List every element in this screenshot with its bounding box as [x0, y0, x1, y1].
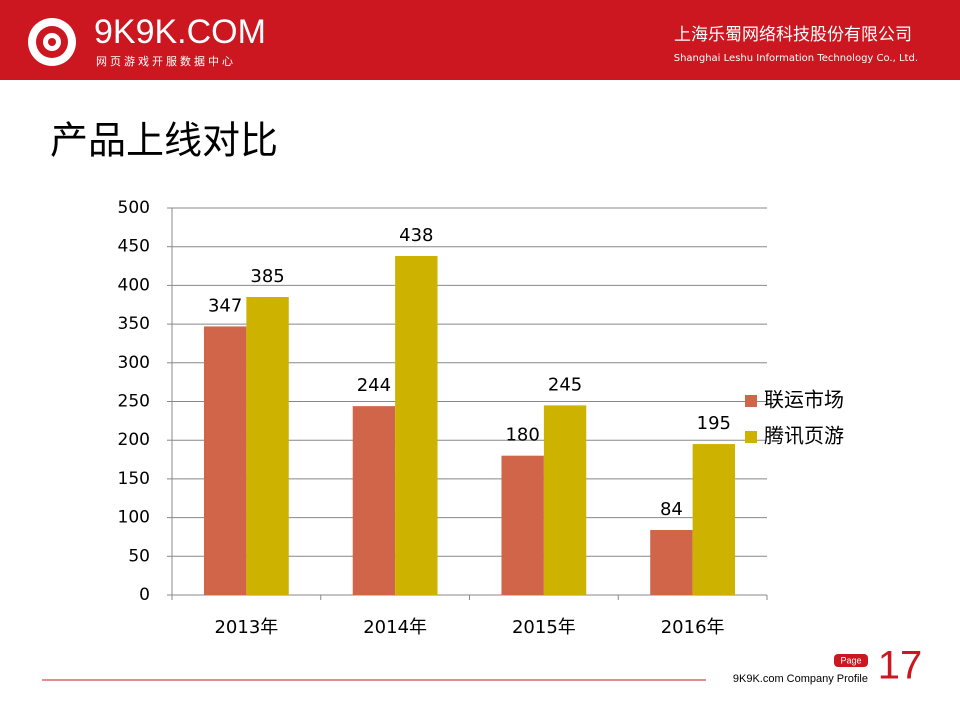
bar [650, 529, 693, 595]
x-tick-label: 2013年 [214, 617, 278, 638]
bar [203, 326, 247, 595]
bar [352, 406, 396, 595]
data-label: 84 [660, 499, 683, 520]
logo-text: 9K9K.COM [94, 13, 266, 51]
legend-label: 联运市场 [764, 388, 844, 412]
y-tick-label: 100 [118, 508, 150, 528]
data-label: 180 [505, 425, 539, 446]
company-name-en: Shanghai Leshu Information Technology Co… [674, 53, 918, 64]
page-badge [834, 654, 868, 667]
x-tick-label: 2016年 [661, 617, 725, 638]
logo-icon [28, 18, 76, 66]
y-tick-label: 350 [118, 314, 150, 334]
legend-swatch [745, 395, 757, 407]
y-tick-label: 400 [118, 275, 150, 295]
y-tick-label: 0 [139, 585, 150, 605]
logo-subtitle: 网页游戏开服数据中心 [96, 54, 236, 68]
y-tick-label: 450 [118, 237, 150, 257]
company-name: 上海乐蜀网络科技股份有限公司 [674, 25, 912, 45]
y-tick-label: 150 [118, 469, 150, 489]
data-label: 347 [208, 295, 242, 316]
bar [543, 405, 587, 595]
x-tick-label: 2015年 [512, 617, 576, 638]
bar [692, 444, 736, 595]
bar [395, 255, 438, 595]
y-tick-label: 250 [118, 392, 150, 412]
legend-label: 腾讯页游 [764, 424, 844, 448]
bar [246, 297, 289, 595]
header-band [0, 0, 960, 80]
page-number: 17 [878, 644, 923, 688]
y-tick-label: 300 [118, 353, 150, 373]
page-label: Page [840, 655, 861, 665]
data-label: 244 [357, 375, 391, 396]
x-tick-label: 2014年 [363, 617, 427, 638]
bar [501, 455, 544, 595]
y-tick-label: 500 [118, 198, 150, 218]
legend-swatch [745, 431, 757, 443]
y-tick-label: 200 [118, 430, 150, 450]
footer-profile: 9K9K.com Company Profile [733, 673, 868, 685]
y-tick-label: 50 [128, 546, 150, 566]
data-label: 245 [548, 374, 582, 395]
data-label: 385 [250, 266, 284, 287]
data-label: 195 [697, 413, 731, 434]
slide-title: 产品上线对比 [50, 119, 278, 163]
data-label: 438 [399, 225, 433, 246]
